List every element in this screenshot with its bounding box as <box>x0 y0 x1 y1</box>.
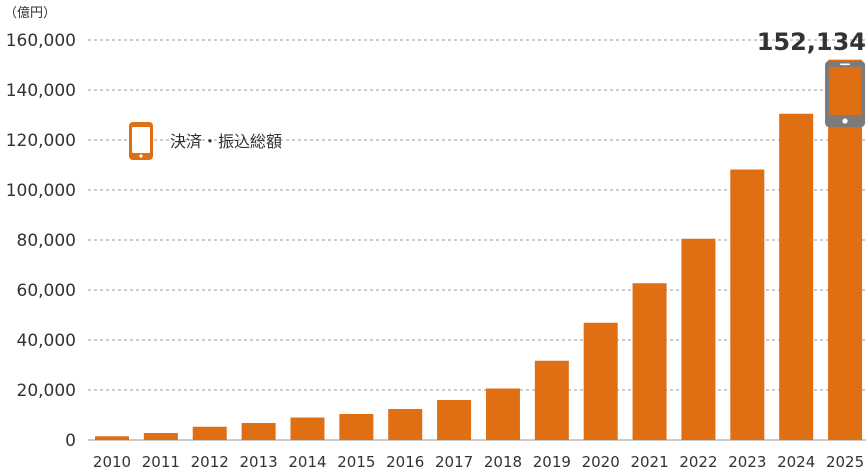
highlight-value-label: 152,134 <box>757 28 866 56</box>
x-tick-label: 2020 <box>582 453 620 471</box>
y-tick-label: 80,000 <box>17 231 76 251</box>
y-tick-label: 140,000 <box>6 81 76 101</box>
bar-2020 <box>583 322 618 440</box>
x-tick-label: 2024 <box>777 453 815 471</box>
y-tick-label: 60,000 <box>17 281 76 301</box>
x-tick-label: 2018 <box>484 453 522 471</box>
y-tick-label: 0 <box>65 431 76 451</box>
x-tick-label: 2011 <box>142 453 180 471</box>
bar-2010 <box>95 436 129 440</box>
x-tick-label: 2021 <box>630 453 668 471</box>
y-axis-unit-label: （億円） <box>4 5 56 21</box>
y-tick-label: 40,000 <box>17 331 76 351</box>
y-axis-ticks: 0 20,000 40,000 60,000 80,000 100,000 120,000 1… <box>6 31 76 451</box>
bar-2013 <box>241 423 276 440</box>
x-tick-label: 2022 <box>679 453 717 471</box>
bars <box>95 59 863 440</box>
legend: 決済・振込総額 <box>129 122 282 160</box>
bar-2014 <box>290 417 325 440</box>
x-tick-label: 2013 <box>240 453 278 471</box>
y-tick-label: 100,000 <box>6 181 76 201</box>
highlight-callout: 152,134 <box>757 28 866 127</box>
y-tick-label: 20,000 <box>17 381 76 401</box>
y-tick-label: 160,000 <box>6 31 76 51</box>
x-tick-label: 2025 <box>826 453 864 471</box>
phone-frame-screen <box>829 67 862 115</box>
x-tick-label: 2014 <box>288 453 326 471</box>
bar-2011 <box>143 433 178 440</box>
bar-2024 <box>779 113 814 440</box>
x-tick-label: 2015 <box>337 453 375 471</box>
phone-frame-speaker <box>840 63 851 66</box>
bar-2023 <box>730 169 765 440</box>
bar-2012 <box>192 426 227 440</box>
bar-2022 <box>681 238 716 440</box>
bar-2016 <box>388 409 423 440</box>
bar-2015 <box>339 414 374 440</box>
bar-2021 <box>632 283 667 440</box>
x-tick-label: 2019 <box>533 453 571 471</box>
x-tick-label: 2023 <box>728 453 766 471</box>
smartphone-icon <box>129 122 153 160</box>
x-tick-label: 2010 <box>93 453 131 471</box>
x-tick-label: 2012 <box>191 453 229 471</box>
y-tick-label: 120,000 <box>6 131 76 151</box>
phone-screen <box>132 127 150 153</box>
phone-frame-button <box>842 118 848 124</box>
x-axis-ticks: 2010 2011 2012 2013 2014 2015 2016 2017 2018 2019… <box>93 453 864 471</box>
x-tick-label: 2016 <box>386 453 424 471</box>
bar-2018 <box>485 388 520 440</box>
phone-button <box>139 154 143 158</box>
legend-label: 決済・振込総額 <box>170 132 282 151</box>
bar-2019 <box>534 360 569 440</box>
bar-2017 <box>437 400 472 440</box>
x-tick-label: 2017 <box>435 453 473 471</box>
